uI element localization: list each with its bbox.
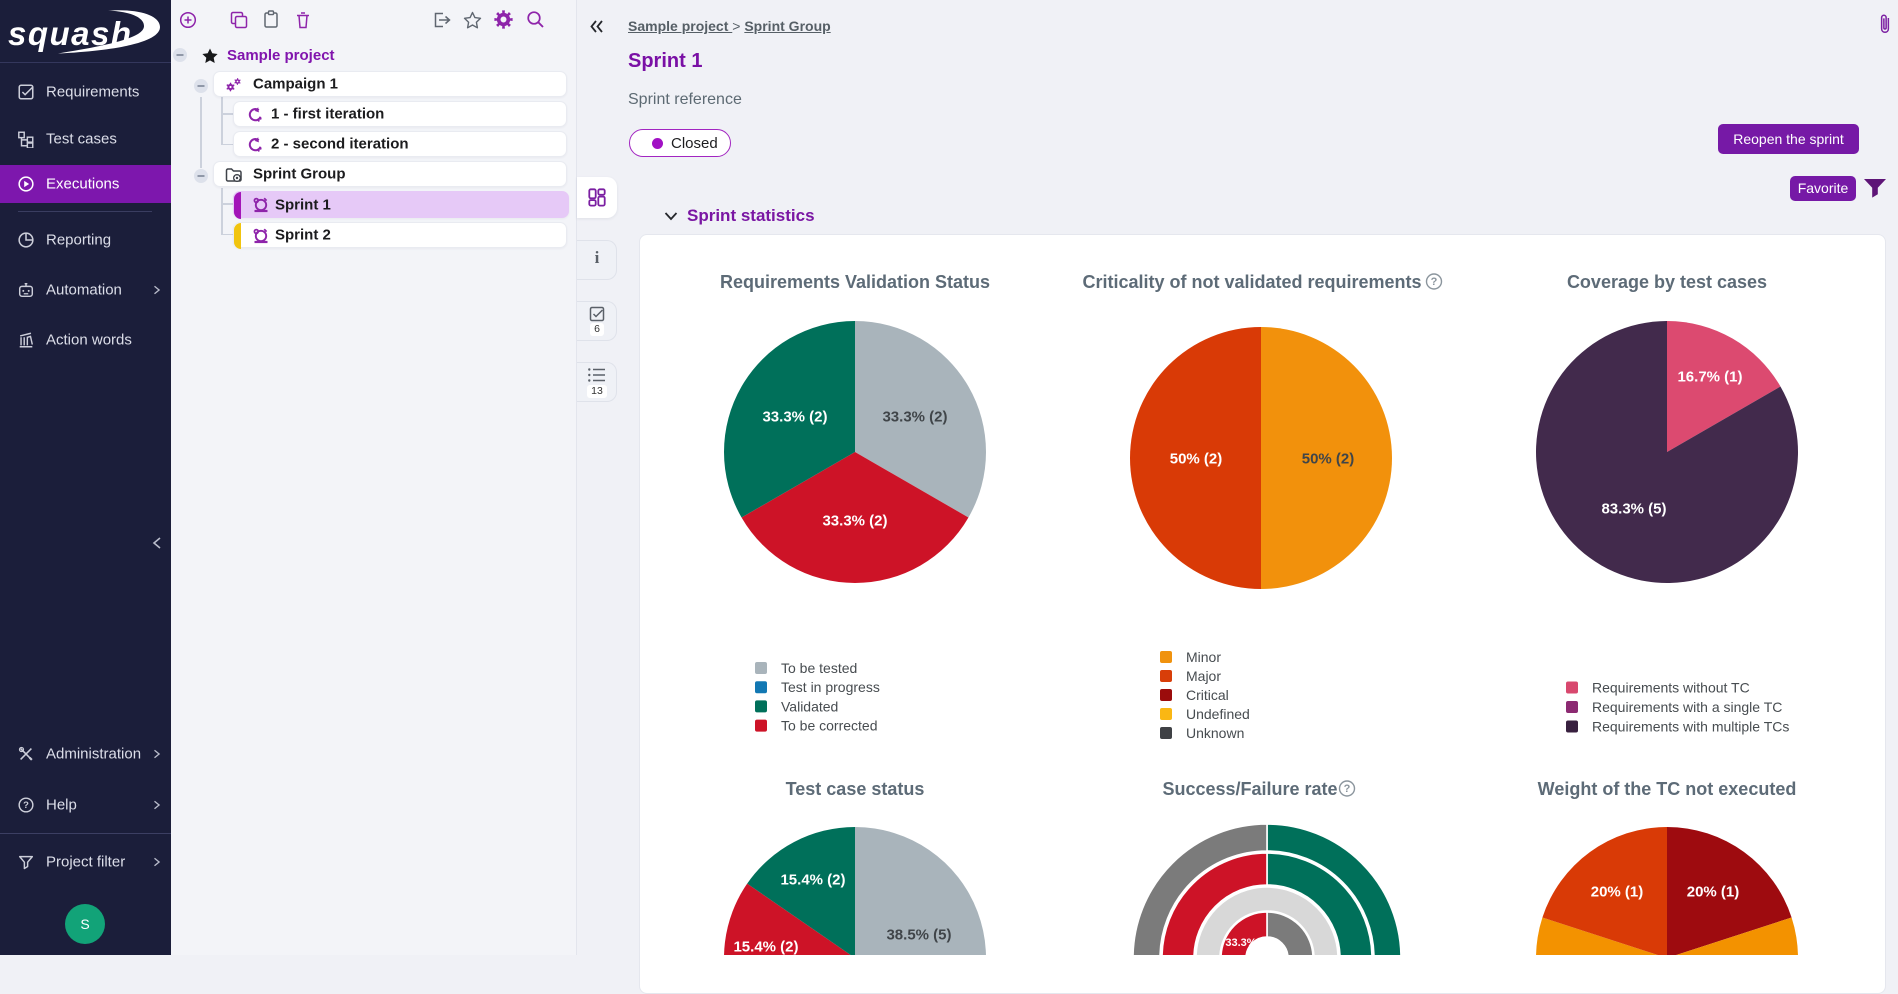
svg-text:Test case status: Test case status <box>786 779 925 799</box>
svg-text:20% (1): 20% (1) <box>1591 884 1644 901</box>
svg-text:Requirements with a single TC: Requirements with a single TC <box>1592 699 1782 715</box>
svg-text:?: ? <box>1431 276 1438 288</box>
svg-text:Undefined: Undefined <box>1186 706 1250 722</box>
svg-text:Major: Major <box>1186 668 1221 684</box>
svg-text:?: ? <box>23 800 29 811</box>
svg-text:33.3%: 33.3% <box>1225 937 1256 949</box>
svg-text:Requirements with multiple TCs: Requirements with multiple TCs <box>1592 719 1789 735</box>
svg-text:Unknown: Unknown <box>1186 725 1244 741</box>
svg-text:50% (2): 50% (2) <box>1170 451 1223 468</box>
svg-text:33.3% (2): 33.3% (2) <box>822 513 887 530</box>
svg-text:Minor: Minor <box>1186 649 1221 665</box>
svg-text:15.4% (2): 15.4% (2) <box>733 939 798 956</box>
svg-text:Critical: Critical <box>1186 687 1229 703</box>
svg-text:To be tested: To be tested <box>781 660 857 676</box>
svg-text:33.3% (2): 33.3% (2) <box>762 409 827 426</box>
svg-text:20% (1): 20% (1) <box>1687 884 1740 901</box>
svg-text:Validated: Validated <box>781 698 838 714</box>
svg-text:16.7% (1): 16.7% (1) <box>1677 369 1742 386</box>
svg-text:Coverage by test cases: Coverage by test cases <box>1567 272 1767 292</box>
svg-text:Weight of the TC not executed: Weight of the TC not executed <box>1538 779 1797 799</box>
svg-text:?: ? <box>1344 783 1351 795</box>
svg-text:15.4% (2): 15.4% (2) <box>780 872 845 889</box>
svg-text:Success/Failure rate: Success/Failure rate <box>1162 779 1337 799</box>
svg-text:33.3% (2): 33.3% (2) <box>882 409 947 426</box>
svg-text:50% (2): 50% (2) <box>1302 451 1355 468</box>
svg-text:83.3% (5): 83.3% (5) <box>1601 501 1666 518</box>
svg-text:Test in progress: Test in progress <box>781 679 880 695</box>
svg-text:Criticality of not validated r: Criticality of not validated requirement… <box>1082 272 1421 292</box>
svg-text:To be corrected: To be corrected <box>781 718 878 734</box>
svg-text:Requirements without TC: Requirements without TC <box>1592 680 1750 696</box>
svg-text:38.5% (5): 38.5% (5) <box>886 927 951 944</box>
svg-text:Requirements Validation Status: Requirements Validation Status <box>720 272 990 292</box>
